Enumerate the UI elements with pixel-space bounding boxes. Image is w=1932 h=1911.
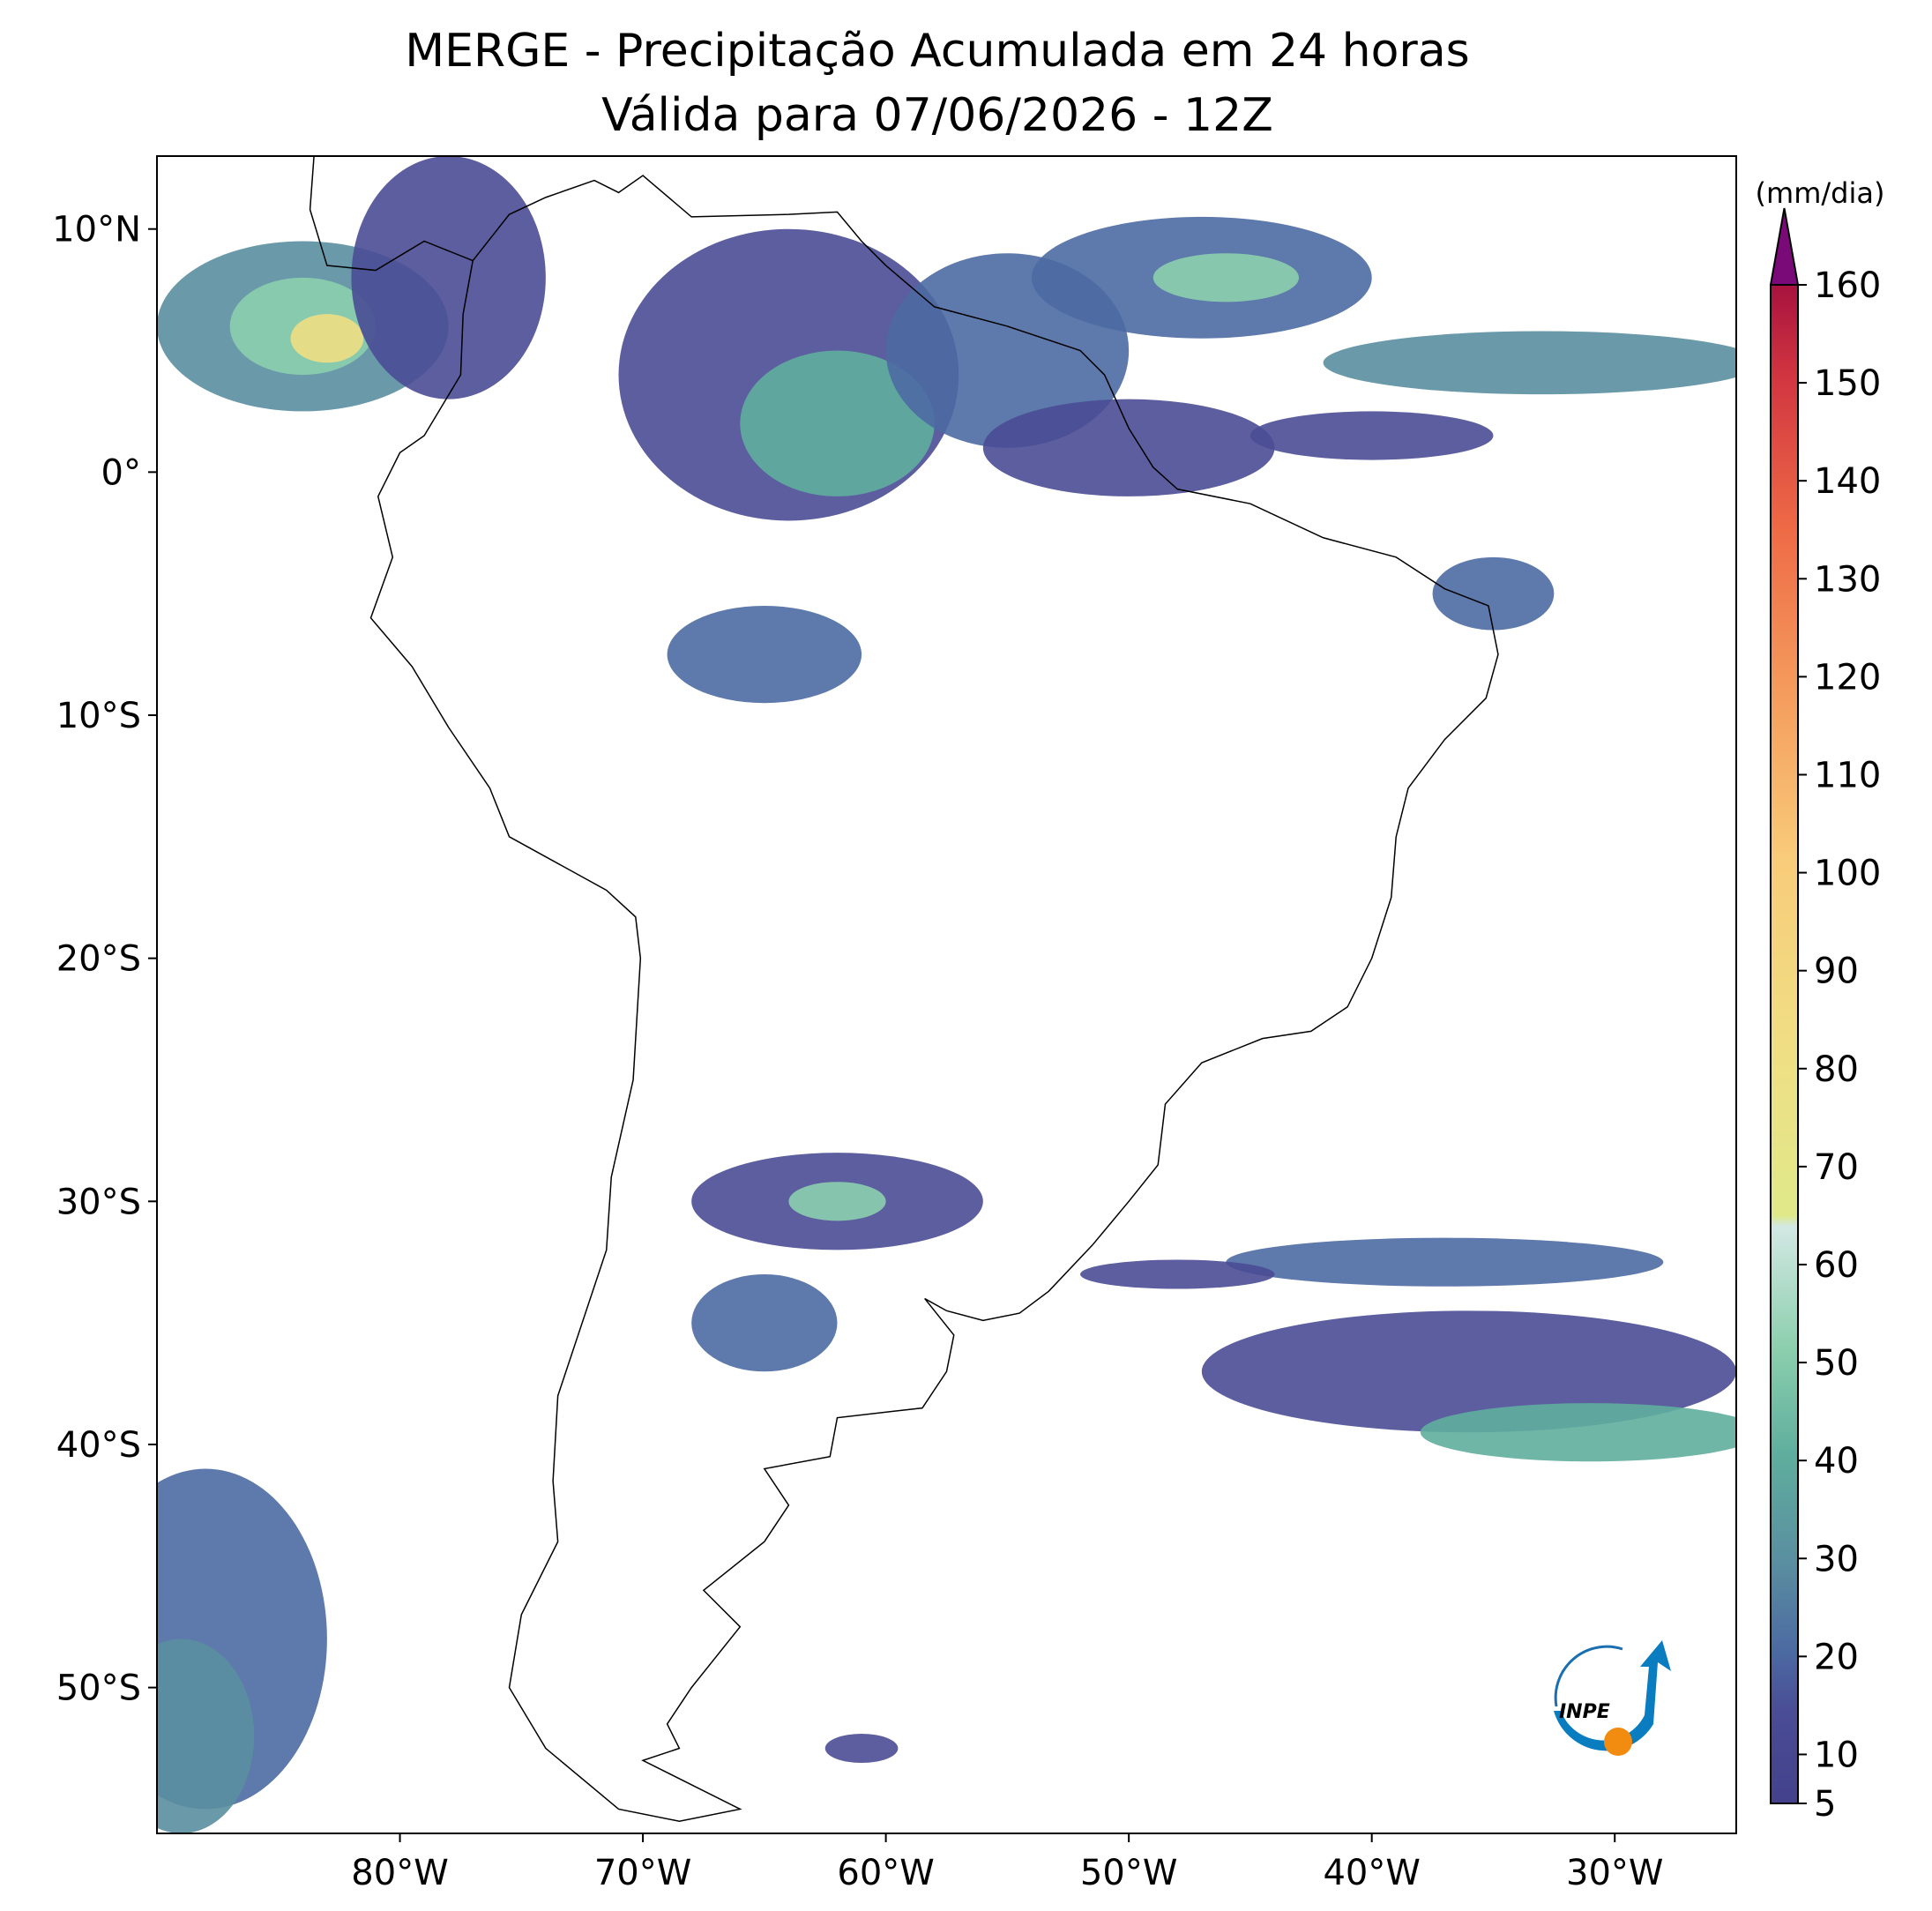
x-tick-label: 40°W bbox=[1323, 1853, 1420, 1893]
coastline bbox=[369, 175, 1499, 1822]
colorbar-extend bbox=[1769, 207, 1800, 286]
y-tick-label: 0° bbox=[101, 452, 141, 493]
map-area bbox=[157, 156, 1736, 1833]
precip-area bbox=[1420, 1403, 1736, 1462]
colorbar-tick-label: 110 bbox=[1814, 755, 1881, 795]
colorbar-tick-label: 20 bbox=[1814, 1637, 1859, 1677]
title: MERGE - Precipitação Acumulada em 24 hor… bbox=[405, 25, 1470, 78]
precip-area bbox=[1432, 556, 1555, 631]
map-frame bbox=[156, 155, 1737, 1834]
logo-text: INPE bbox=[1559, 1701, 1610, 1723]
x-tick-label: 70°W bbox=[594, 1853, 691, 1893]
x-tick-label: 60°W bbox=[837, 1853, 934, 1893]
y-tick-label: 40°S bbox=[56, 1425, 141, 1466]
colorbar-tick-label: 40 bbox=[1814, 1441, 1859, 1482]
y-tick-label: 10°N bbox=[52, 210, 141, 250]
precip-area bbox=[290, 314, 364, 363]
precip-area bbox=[1226, 1237, 1664, 1287]
colorbar-tick-label: 80 bbox=[1814, 1049, 1859, 1090]
precip-area bbox=[351, 156, 546, 399]
colorbar-tick-label: 30 bbox=[1814, 1539, 1859, 1579]
colorbar-tick-label: 100 bbox=[1814, 854, 1881, 894]
y-tick-label: 30°S bbox=[56, 1182, 141, 1222]
y-tick-label: 20°S bbox=[56, 939, 141, 980]
colorbar-label: (mm/dia) bbox=[1756, 176, 1885, 210]
precip-area bbox=[982, 399, 1275, 496]
precip-area bbox=[691, 1274, 838, 1372]
inpe-logo: INPE bbox=[1554, 1640, 1671, 1756]
precip-area bbox=[1323, 331, 1736, 395]
x-tick-label: 80°W bbox=[351, 1853, 448, 1893]
colorbar-tick-label: 140 bbox=[1814, 461, 1881, 502]
colorbar-tick-label: 50 bbox=[1814, 1343, 1859, 1384]
colorbar-tick-label: 90 bbox=[1814, 952, 1859, 992]
precip-area bbox=[667, 605, 862, 704]
precip-area bbox=[788, 1182, 886, 1221]
colorbar-tick-label: 150 bbox=[1814, 363, 1881, 404]
precip-area bbox=[1080, 1259, 1275, 1289]
precip-area bbox=[157, 1639, 255, 1833]
precip-area bbox=[1249, 411, 1494, 460]
precip-area bbox=[824, 1733, 899, 1764]
colorbar: (mm/dia) 5 10 20 30 40 50 60 70 80 90 100 110 120 130 1… bbox=[1756, 176, 1885, 1825]
x-tick-label: 50°W bbox=[1080, 1853, 1177, 1893]
colorbar-tick-label: 10 bbox=[1814, 1735, 1859, 1775]
colorbar-tick-label: 60 bbox=[1814, 1245, 1859, 1286]
colorbar-tick-label: 5 bbox=[1814, 1784, 1836, 1825]
x-tick-label: 30°W bbox=[1566, 1853, 1663, 1893]
subtitle: Válida para 07/06/2026 - 12Z bbox=[601, 89, 1273, 142]
coastline bbox=[309, 156, 474, 272]
y-tick-label: 10°S bbox=[56, 696, 141, 736]
colorbar-frame bbox=[1770, 284, 1799, 1804]
colorbar-tick-label: 130 bbox=[1814, 559, 1881, 600]
colorbar-tick-label: 70 bbox=[1814, 1147, 1859, 1188]
colorbar-tick-label: 120 bbox=[1814, 657, 1881, 698]
precip-area bbox=[1201, 1310, 1736, 1433]
y-tick-label: 50°S bbox=[56, 1668, 141, 1709]
colorbar-fill bbox=[1771, 285, 1798, 1803]
colorbar-tick-label: 160 bbox=[1814, 265, 1881, 306]
precip-area bbox=[740, 350, 935, 496]
precip-area bbox=[1152, 253, 1300, 302]
